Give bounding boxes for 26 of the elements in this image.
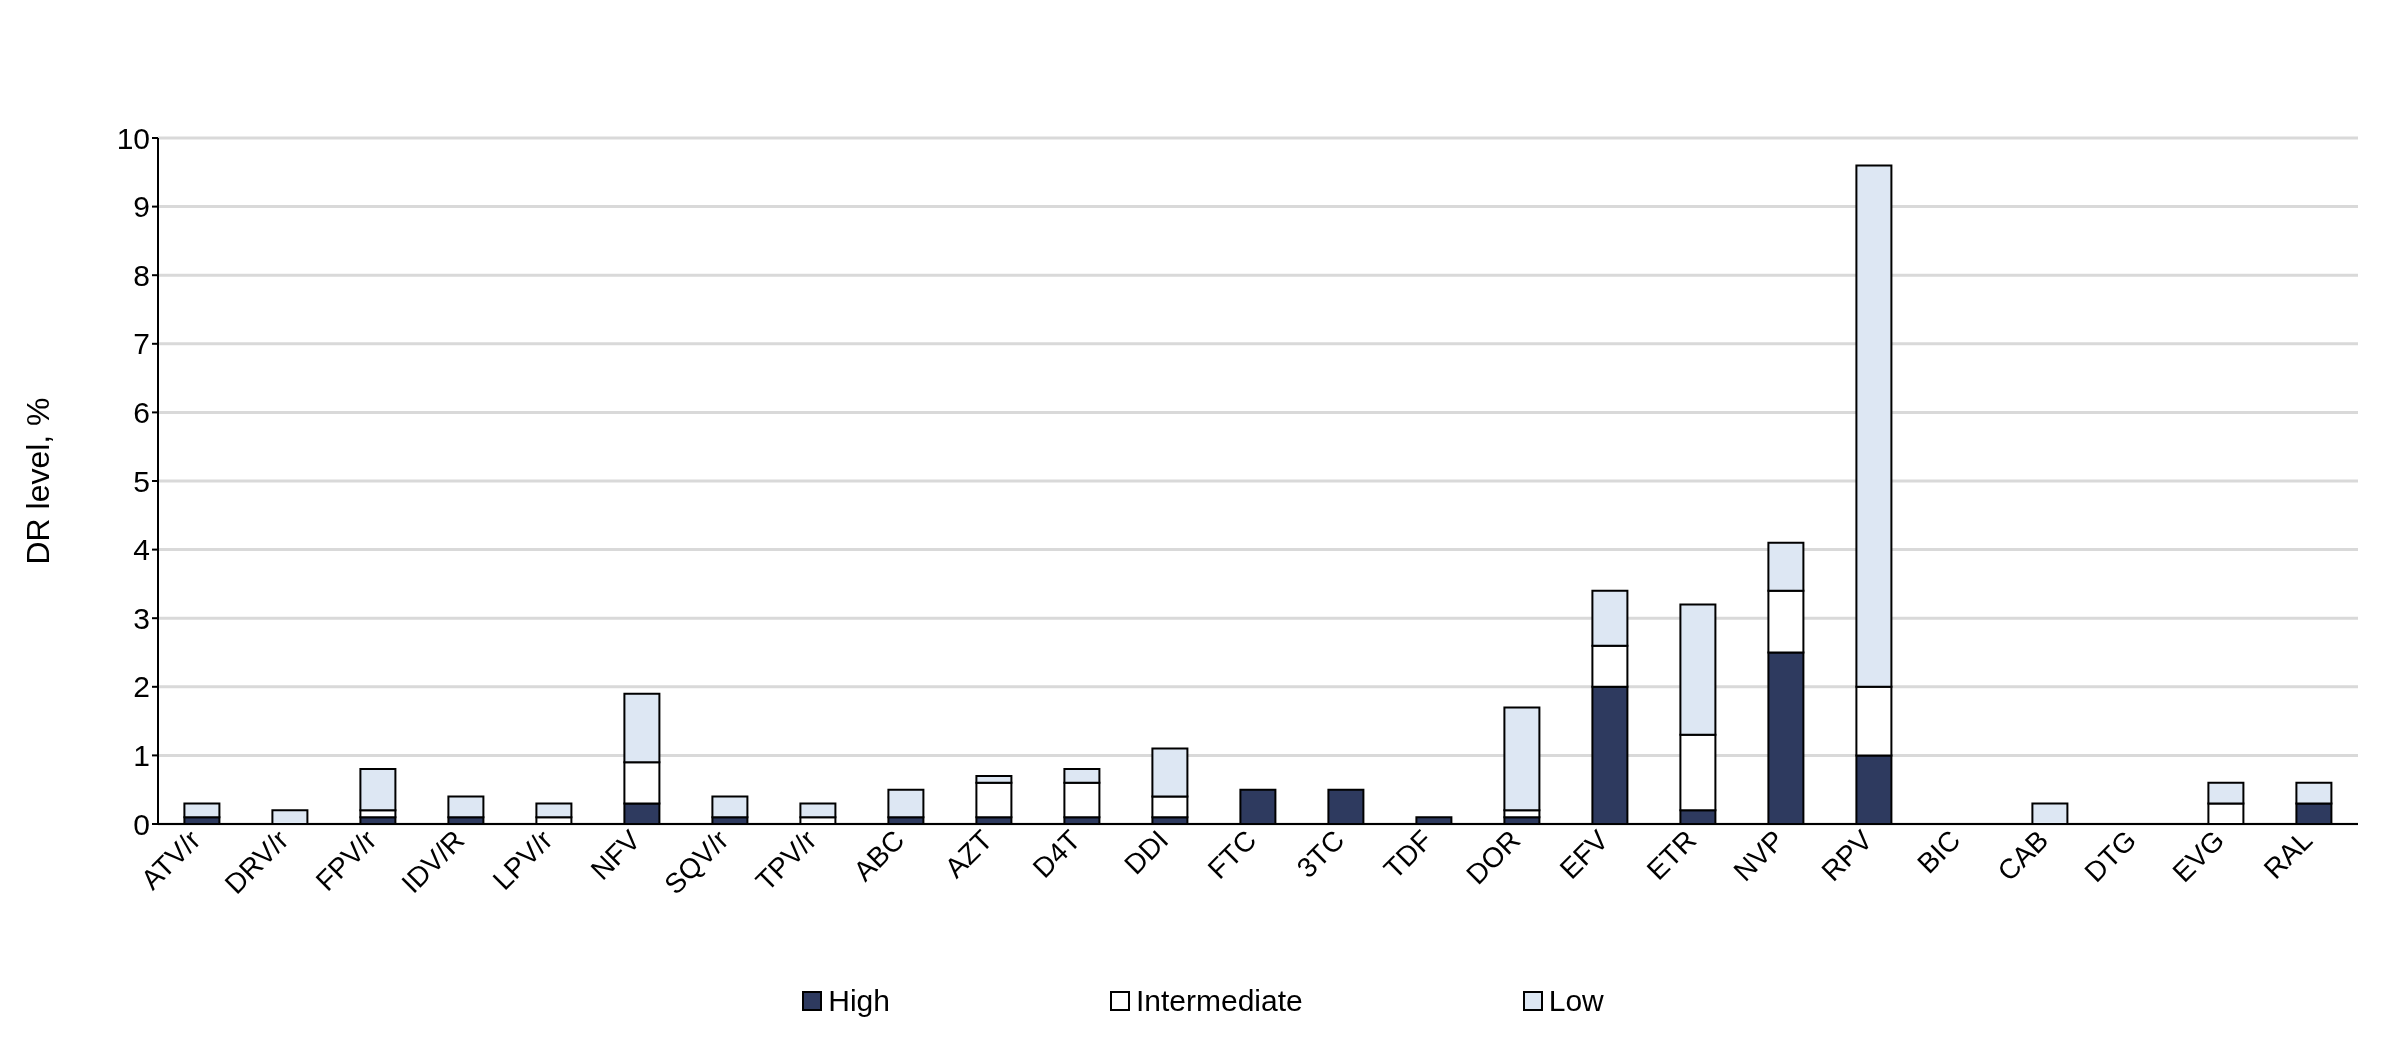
x-tick-label: RAL	[2257, 824, 2319, 885]
y-tick-label: 8	[133, 258, 150, 292]
y-tick-label: 3	[133, 601, 150, 635]
y-tick-label: 6	[133, 396, 150, 430]
y-tick-label: 2	[133, 670, 150, 704]
bar	[887, 788, 925, 819]
x-tick-label: 3TC	[1290, 824, 1351, 884]
legend-label: High	[828, 984, 890, 1018]
x-tick-label: TDF	[1377, 824, 1439, 885]
legend-label: Intermediate	[1135, 984, 1303, 1018]
bar	[447, 795, 485, 819]
bar	[535, 802, 573, 819]
x-tick-label: DDI	[1118, 824, 1175, 881]
y-tick-label: 10	[116, 121, 150, 155]
bar	[799, 802, 837, 819]
y-tick-label: 7	[133, 327, 150, 361]
bar	[711, 795, 749, 819]
y-tick-label: 5	[133, 464, 150, 498]
y-tick-label: 9	[133, 190, 150, 224]
legend-label: Low	[1548, 984, 1604, 1018]
y-axis-title: DR level, %	[20, 397, 57, 565]
x-tick-label: BIC	[1911, 824, 1967, 880]
y-tick-label: 1	[133, 739, 150, 773]
y-tick-label: 4	[133, 533, 150, 567]
x-tick-label: CAB	[1991, 824, 2055, 887]
bar	[183, 802, 221, 819]
